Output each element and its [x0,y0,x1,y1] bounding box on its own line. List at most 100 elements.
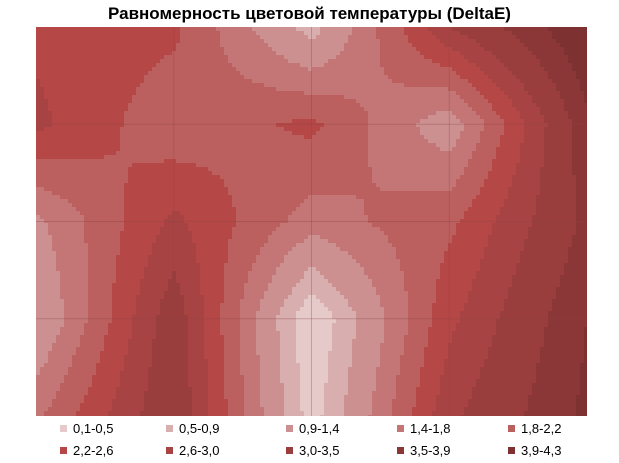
heatmap-cell [304,111,309,116]
heatmap-cell [432,167,437,172]
heatmap-cell [368,167,373,172]
heatmap-cell [332,115,337,120]
heatmap-cell [104,95,109,100]
heatmap-cell [496,91,501,96]
heatmap-cell [280,131,285,136]
heatmap-cell [220,75,225,80]
heatmap-cell [160,167,165,172]
heatmap-cell [420,103,425,108]
heatmap-cell [576,87,581,92]
heatmap-cell [184,147,189,152]
heatmap-cell [140,47,145,52]
heatmap-cell [44,59,49,64]
heatmap-cell [188,159,193,164]
heatmap-cell [252,87,257,92]
heatmap-cell [472,167,477,172]
heatmap-cell [400,71,405,76]
heatmap-cell [536,39,541,44]
heatmap-cell [200,135,205,140]
heatmap-cell [288,127,293,132]
heatmap-cell [452,67,457,72]
heatmap-cell [412,75,417,80]
heatmap-cell [304,107,309,112]
heatmap-cell [472,47,477,52]
heatmap-cell [576,67,581,72]
heatmap-cell [280,51,285,56]
heatmap-cell [104,51,109,56]
heatmap-cell [464,123,469,128]
heatmap-cell [316,47,321,52]
heatmap-cell [68,95,73,100]
heatmap-cell [412,107,417,112]
heatmap-cell [192,67,197,72]
heatmap-cell [80,71,85,76]
heatmap-cell [144,67,149,72]
heatmap-cell [216,115,221,120]
heatmap-cell [284,51,289,56]
heatmap-cell [192,167,197,172]
heatmap-cell [248,43,253,48]
heatmap-cell [76,115,81,120]
heatmap-cell [548,159,553,164]
heatmap-cell [424,91,429,96]
heatmap-cell [508,27,513,32]
heatmap-cell [200,99,205,104]
heatmap-cell [396,167,401,172]
heatmap-cell [444,151,449,156]
heatmap-cell [448,79,453,84]
heatmap-cell [244,71,249,76]
heatmap-cell [396,75,401,80]
heatmap-cell [188,123,193,128]
heatmap-cell [176,31,181,36]
heatmap-cell [264,75,269,80]
heatmap-cell [184,83,189,88]
heatmap-cell [456,139,461,144]
heatmap-cell [348,111,353,116]
heatmap-cell [148,95,153,100]
heatmap-cell [92,55,97,60]
heatmap-cell [528,119,533,124]
heatmap-cell [528,51,533,56]
heatmap-cell [484,63,489,68]
heatmap-cell [288,79,293,84]
heatmap-cell [564,31,569,36]
heatmap-cell [480,111,485,116]
heatmap-cell [136,47,141,52]
heatmap-cell [512,59,517,64]
heatmap-cell [52,27,57,32]
heatmap-cell [388,83,393,88]
heatmap-cell [220,115,225,120]
heatmap-cell [520,59,525,64]
heatmap-cell [184,107,189,112]
heatmap-cell [584,95,587,100]
heatmap-cell [88,43,93,48]
heatmap-cell [416,39,421,44]
heatmap-cell [440,35,445,40]
heatmap-cell [212,151,217,156]
heatmap-cell [500,31,505,36]
heatmap-cell [416,139,421,144]
heatmap-cell [172,167,177,172]
heatmap-cell [52,131,57,136]
heatmap-cell [160,119,165,124]
heatmap-cell [188,39,193,44]
heatmap-cell [84,59,89,64]
heatmap-cell [348,71,353,76]
heatmap-cell [148,39,153,44]
heatmap-cell [188,115,193,120]
heatmap-cell [512,39,517,44]
heatmap-cell [424,63,429,68]
heatmap-cell [356,131,361,136]
heatmap-cell [572,51,577,56]
heatmap-cell [116,27,121,32]
heatmap-cell [284,163,289,168]
heatmap-cell [584,87,587,92]
heatmap-cell [96,39,101,44]
heatmap-cell [448,31,453,36]
heatmap-cell [368,83,373,88]
heatmap-cell [296,127,301,132]
heatmap-cell [220,95,225,100]
heatmap-cell [412,55,417,60]
heatmap-cell [484,91,489,96]
heatmap-cell [336,163,341,168]
